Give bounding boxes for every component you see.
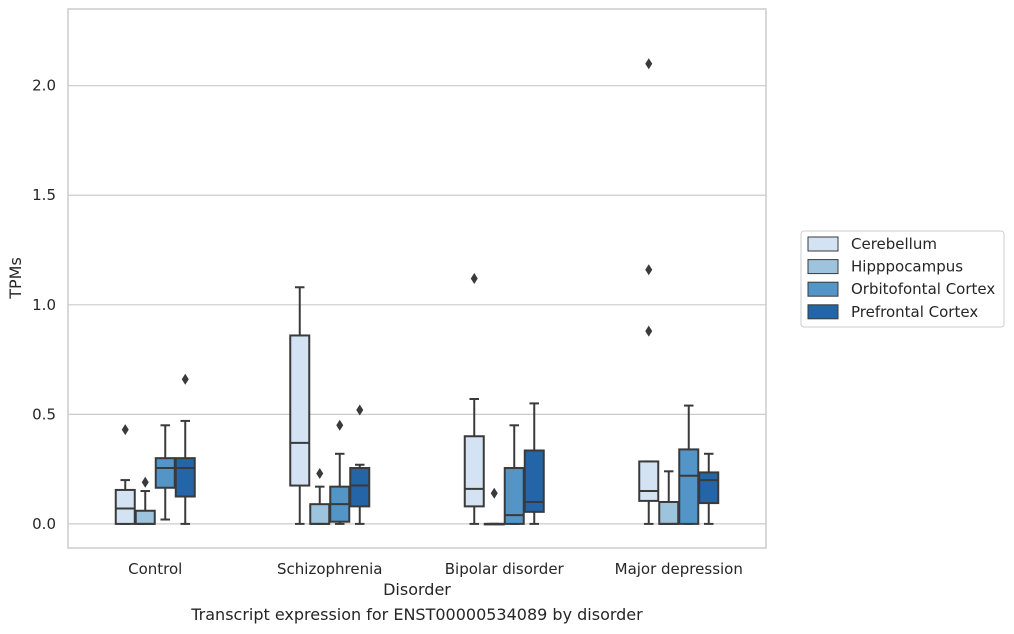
box-body: [523, 449, 545, 513]
y-tick-label: 1.0: [32, 296, 56, 314]
box-orbitofontal-cortex: [503, 424, 525, 525]
box-body: [678, 448, 700, 525]
box-prefrontal-cortex: [698, 452, 720, 525]
x-tick-label: Schizophrenia: [277, 560, 382, 578]
plot-area-frame: [67, 8, 767, 549]
outlier-point: [645, 325, 653, 337]
outlier-point: [470, 273, 478, 284]
legend-swatch: [807, 281, 839, 297]
box-cerebellum: [638, 58, 660, 525]
legend-frame: [800, 230, 1005, 328]
box-cerebellum: [114, 424, 136, 525]
box-hipppocampus: [309, 468, 331, 525]
y-axis-label: TPMs: [6, 257, 25, 300]
outlier-point: [490, 487, 498, 499]
box-body: [658, 500, 680, 525]
figure-caption: Transcript expression for ENST0000053408…: [191, 605, 643, 624]
x-tick-label: Control: [128, 560, 182, 578]
box-body: [698, 471, 720, 505]
box-hipppocampus: [134, 476, 156, 525]
box-body: [154, 457, 176, 489]
legend-label: Hipppocampus: [851, 258, 963, 276]
box-cerebellum: [463, 273, 485, 525]
legend-swatch: [807, 304, 839, 320]
box-orbitofontal-cortex: [678, 404, 700, 525]
outlier-point: [336, 419, 344, 431]
box-body: [114, 488, 136, 525]
box-cerebellum: [289, 286, 311, 525]
outlier-point: [181, 373, 189, 385]
outlier-point: [645, 264, 653, 276]
box-body: [638, 460, 660, 502]
y-tick-label: 0.0: [32, 515, 56, 533]
x-tick-label: Bipolar disorder: [445, 560, 565, 578]
y-tick-label: 0.5: [32, 405, 56, 423]
box-body: [289, 334, 311, 487]
box-prefrontal-cortex: [174, 373, 196, 525]
box-body: [349, 467, 371, 508]
box-body: [463, 435, 485, 508]
box-prefrontal-cortex: [523, 402, 545, 525]
legend-swatch: [807, 236, 839, 252]
y-tick-label: 1.5: [32, 186, 56, 204]
box-prefrontal-cortex: [349, 404, 371, 525]
x-axis-label: Disorder: [383, 580, 451, 599]
box-hipppocampus: [483, 487, 505, 526]
legend-swatch: [807, 259, 839, 275]
x-axis-ticks: Control Schizophrenia Bipolar disorder Majo…: [128, 560, 743, 578]
legend-label: Prefrontal Cortex: [851, 303, 978, 321]
box-body: [309, 503, 331, 525]
box-orbitofontal-cortex: [154, 424, 176, 521]
legend-label: Cerebellum: [851, 235, 937, 253]
box-body: [174, 457, 196, 498]
legend-label: Orbitofontal Cortex: [851, 280, 995, 298]
x-tick-label: Major depression: [615, 560, 743, 578]
outlier-point: [121, 424, 129, 436]
box-series-group: [114, 58, 720, 526]
box-orbitofontal-cortex: [329, 419, 351, 525]
legend: Cerebellum Hipppocampus Orbitofontal Corte…: [800, 230, 1005, 328]
outlier-point: [645, 58, 653, 70]
outlier-point: [141, 476, 149, 488]
outlier-point: [316, 468, 324, 480]
outlier-point: [356, 404, 364, 416]
y-axis-ticks: 0.0 0.5 1.0 1.5 2.0: [32, 77, 56, 533]
box-hipppocampus: [658, 470, 680, 525]
y-tick-label: 2.0: [32, 77, 56, 95]
box-body: [134, 509, 156, 525]
